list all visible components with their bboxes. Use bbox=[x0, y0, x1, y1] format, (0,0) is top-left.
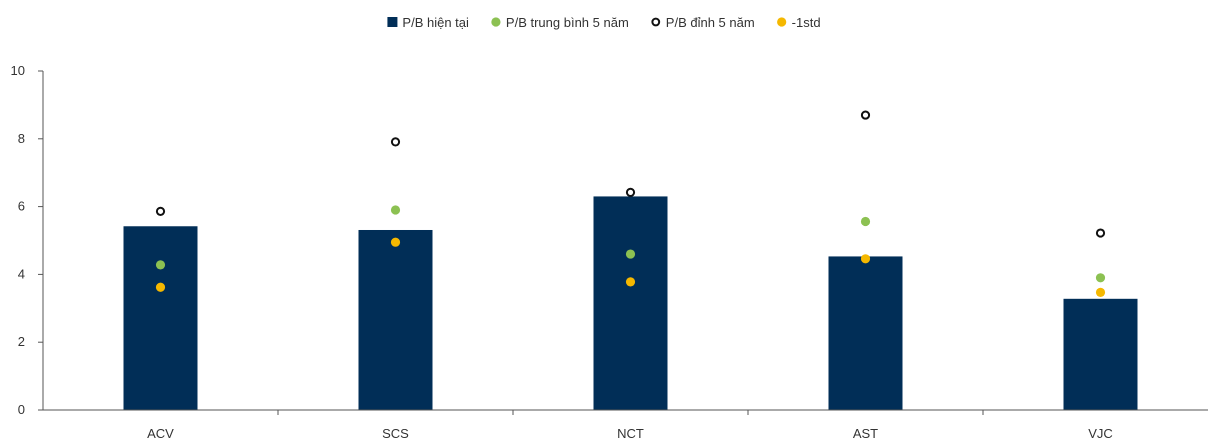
point-hollow-circle-nct bbox=[625, 187, 636, 197]
legend-label: -1std bbox=[792, 15, 821, 30]
bar-pb-current-vjc bbox=[1063, 298, 1138, 410]
point-hollow-circle-ast bbox=[860, 110, 871, 120]
point-filled-circle-nct bbox=[625, 249, 636, 259]
point-filled-circle-acv bbox=[155, 260, 166, 270]
bar-pb-current-nct bbox=[593, 196, 668, 410]
y-tick-label: 2 bbox=[18, 334, 25, 349]
x-tick-label: NCT bbox=[617, 426, 644, 438]
point-filled-circle-scs bbox=[390, 237, 401, 247]
legend-item: P/B đỉnh 5 năm bbox=[651, 15, 755, 30]
legend-swatch bbox=[651, 17, 661, 27]
bar-series bbox=[123, 196, 1138, 410]
legend-swatch bbox=[491, 17, 501, 27]
legend-label: P/B trung bình 5 năm bbox=[506, 15, 629, 30]
point-hollow-circle-acv bbox=[155, 206, 166, 216]
y-tick-label: 10 bbox=[11, 63, 25, 78]
y-tick-label: 6 bbox=[18, 199, 25, 214]
y-tick-label: 0 bbox=[18, 402, 25, 417]
point-filled-circle-acv bbox=[155, 282, 166, 292]
bar-pb-current-acv bbox=[123, 226, 198, 410]
legend-label: P/B hiện tại bbox=[402, 15, 469, 30]
x-tick-label: ACV bbox=[147, 426, 174, 438]
legend-swatch bbox=[387, 17, 398, 27]
legend-item: P/B trung bình 5 năm bbox=[491, 15, 629, 30]
point-series bbox=[155, 110, 1106, 297]
legend-item: -1std bbox=[777, 15, 821, 30]
point-filled-circle-ast bbox=[860, 254, 871, 264]
point-hollow-circle-vjc bbox=[1095, 228, 1106, 238]
x-tick-label: VJC bbox=[1088, 426, 1113, 438]
point-filled-circle-vjc bbox=[1095, 273, 1106, 283]
bar-pb-current-ast bbox=[828, 256, 903, 410]
point-hollow-circle-scs bbox=[390, 137, 401, 147]
legend-label: P/B đỉnh 5 năm bbox=[666, 15, 755, 30]
point-filled-circle-vjc bbox=[1095, 287, 1106, 297]
legend: P/B hiện tại P/B trung bình 5 năm P/B đỉnh… bbox=[387, 15, 821, 30]
y-tick-label: 4 bbox=[18, 266, 25, 281]
x-tick-label: AST bbox=[853, 426, 878, 438]
point-filled-circle-nct bbox=[625, 277, 636, 287]
y-tick-label: 8 bbox=[18, 131, 25, 146]
y-axis: 0 2 4 6 8 10 bbox=[11, 63, 44, 417]
legend-swatch bbox=[777, 17, 787, 27]
legend-item: P/B hiện tại bbox=[387, 15, 469, 30]
x-axis: ACV SCS NCT AST VJC bbox=[43, 409, 1208, 438]
point-filled-circle-scs bbox=[390, 205, 401, 215]
bar-pb-current-scs bbox=[358, 229, 433, 410]
x-tick-label: SCS bbox=[382, 426, 409, 438]
point-filled-circle-ast bbox=[860, 216, 871, 227]
